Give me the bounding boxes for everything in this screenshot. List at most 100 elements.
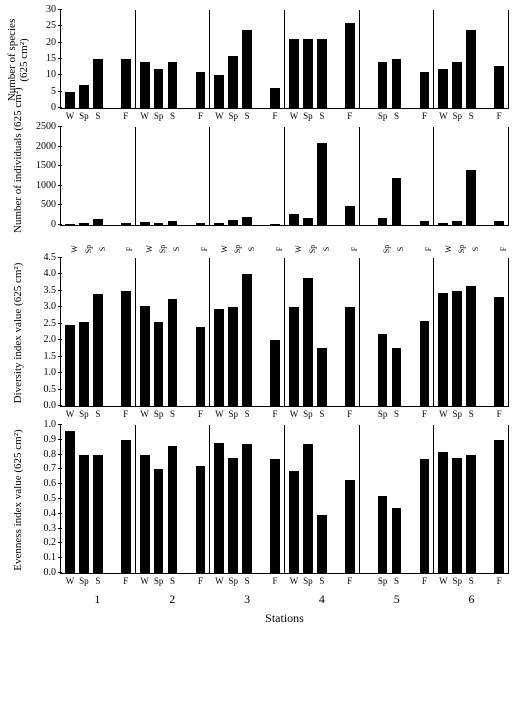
bar-slot: Sp xyxy=(301,10,315,108)
bar-slot: F xyxy=(492,10,506,108)
bar xyxy=(289,39,299,108)
bar xyxy=(154,469,164,573)
xtick-label: Sp xyxy=(84,245,93,253)
bar-slot: F xyxy=(193,10,207,108)
ytick-label: 0.9 xyxy=(44,435,57,445)
bar-slot xyxy=(404,425,418,573)
bar xyxy=(303,444,313,573)
bar xyxy=(270,224,280,225)
bar xyxy=(228,307,238,406)
bar xyxy=(214,443,224,573)
station-number: 1 xyxy=(60,592,135,607)
bar xyxy=(452,221,462,225)
bar-slot: S xyxy=(91,10,105,108)
bar xyxy=(65,431,75,573)
ytick-label: 5 xyxy=(51,87,56,97)
bar-slot: W xyxy=(212,425,226,573)
xtick-label: S xyxy=(245,409,250,419)
bar-slot xyxy=(329,258,343,406)
bar xyxy=(196,327,206,406)
xtick-label: S xyxy=(98,247,107,251)
station-group: WSpSF xyxy=(135,258,210,406)
bar xyxy=(65,325,75,406)
bar xyxy=(154,69,164,108)
xtick-label: S xyxy=(95,111,100,121)
plot-area: 0.00.10.20.30.40.50.60.70.80.91.0WSpSFWS… xyxy=(60,425,509,574)
xtick-label: F xyxy=(422,111,427,121)
station-group: WSpSF xyxy=(433,258,509,406)
ytick-label: 2000 xyxy=(36,142,56,152)
bar xyxy=(420,321,430,407)
station-group: WSpSF xyxy=(135,10,210,108)
ytick-label: 3.0 xyxy=(44,302,57,312)
bar xyxy=(168,299,178,406)
bar-slot xyxy=(254,10,268,108)
bar-slot: S xyxy=(166,127,180,225)
bar-slot: S xyxy=(464,10,478,108)
xtick-label: S xyxy=(245,111,250,121)
bar xyxy=(452,62,462,108)
plot-area: 05001000150020002500WSpSFWSpSFWSpSFWSpSF… xyxy=(60,127,509,226)
bar-slot: F xyxy=(268,258,282,406)
station-group: WSpSF xyxy=(60,425,135,573)
bar-slot: F xyxy=(417,10,431,108)
xtick-label: F xyxy=(347,111,352,121)
bar xyxy=(494,440,504,573)
bar xyxy=(270,88,280,108)
bar-slot: W xyxy=(138,10,152,108)
ytick-label: 500 xyxy=(41,200,56,210)
xtick-label: F xyxy=(126,247,135,251)
bar-slot: S xyxy=(390,10,404,108)
xtick-label: S xyxy=(170,409,175,419)
xtick-label: W xyxy=(140,409,149,419)
panel-evenness: Evenness index value (625 cm²)0.00.10.20… xyxy=(10,425,509,574)
bar xyxy=(466,30,476,108)
bar xyxy=(79,455,89,573)
xtick-label: F xyxy=(497,409,502,419)
bar xyxy=(466,286,476,406)
xtick-label: Sp xyxy=(79,409,89,419)
xtick-label: S xyxy=(173,247,182,251)
bar-slot: S xyxy=(91,425,105,573)
xtick-label: F xyxy=(123,111,128,121)
bar-slot xyxy=(105,10,119,108)
station-numbers-row: 123456 xyxy=(60,592,509,607)
station-group: WSpSF xyxy=(209,127,284,225)
xtick-label: Sp xyxy=(453,576,463,586)
bar xyxy=(168,62,178,108)
station-group: WSpSF xyxy=(60,127,135,225)
station-group: WSpSF xyxy=(209,258,284,406)
yticks: 05001000150020002500 xyxy=(28,127,58,225)
ytick-label: 0.3 xyxy=(44,524,57,534)
xtick-label: Sp xyxy=(378,409,388,419)
bar xyxy=(214,223,224,225)
ytick-label: 0.6 xyxy=(44,479,57,489)
bar-slot: S xyxy=(166,10,180,108)
ytick-label: 4.0 xyxy=(44,269,57,279)
bar-slot: Sp xyxy=(226,127,240,225)
xtick-label: F xyxy=(422,576,427,586)
xtick-label: W xyxy=(145,245,154,253)
bar xyxy=(270,459,280,573)
bar xyxy=(140,62,150,108)
xtick-label: F xyxy=(198,409,203,419)
xtick-label: W xyxy=(294,245,303,253)
xtick-label: S xyxy=(170,576,175,586)
bar xyxy=(121,59,131,108)
bar-slot: Sp xyxy=(77,127,91,225)
bar-slot: Sp xyxy=(152,127,166,225)
plot-area: 0.00.51.01.52.02.53.03.54.04.5WSpSFWSpSF… xyxy=(60,258,509,407)
xtick-label: Sp xyxy=(154,409,164,419)
bar xyxy=(196,72,206,108)
xtick-label: F xyxy=(198,576,203,586)
xtick-label: W xyxy=(439,111,448,121)
bar-slot: W xyxy=(63,10,77,108)
xtick-label: Sp xyxy=(228,576,238,586)
xtick-label: Sp xyxy=(457,245,466,253)
bar-slot: S xyxy=(240,425,254,573)
bar-slot: W xyxy=(287,258,301,406)
ytick-label: 0.7 xyxy=(44,464,57,474)
bar xyxy=(303,39,313,108)
bar-slot: S xyxy=(240,258,254,406)
bar xyxy=(65,224,75,225)
